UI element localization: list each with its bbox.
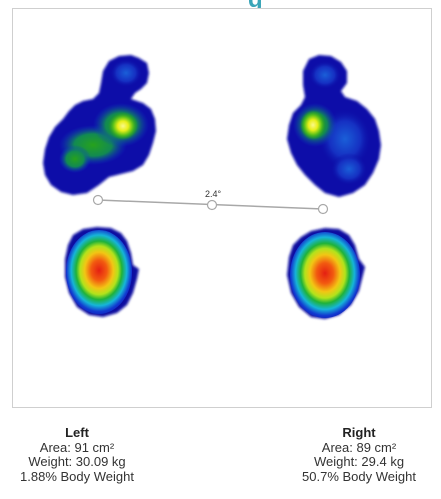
pressure-map-canvas: 2.4°	[43, 55, 381, 319]
left-heel-pressure	[65, 227, 139, 317]
right-heel-pressure	[287, 228, 365, 319]
left-foot-body-weight: 1.88% Body Weight	[20, 468, 134, 484]
right-foot-label: Right	[342, 425, 376, 440]
left-forefoot-pressure	[43, 55, 156, 195]
left-foot-area: Area: 91 cm²	[39, 439, 115, 455]
angle-readout: 2.4°	[205, 189, 222, 199]
right-foot-body-weight: 50.7% Body Weight	[302, 468, 416, 484]
page-title-fragment: g	[0, 0, 441, 8]
left-foot-label: Left	[65, 425, 89, 440]
right-alignment-handle[interactable]	[317, 203, 329, 215]
pressure-map-panel: 2.4°	[12, 8, 432, 408]
right-foot-stats: Right Area: 89 cm² Weight: 29.4 kg 50.7%…	[259, 425, 441, 484]
right-foot-weight: Weight: 29.4 kg	[313, 454, 405, 469]
page-title-text: g	[248, 0, 263, 8]
center-alignment-handle[interactable]	[206, 199, 218, 211]
left-foot-weight: Weight: 30.09 kg	[28, 454, 126, 469]
right-forefoot-pressure	[287, 55, 381, 197]
left-alignment-handle[interactable]	[92, 194, 104, 206]
left-foot-stats: Left Area: 91 cm² Weight: 30.09 kg 1.88%…	[0, 425, 177, 484]
right-foot-area: Area: 89 cm²	[321, 439, 397, 455]
